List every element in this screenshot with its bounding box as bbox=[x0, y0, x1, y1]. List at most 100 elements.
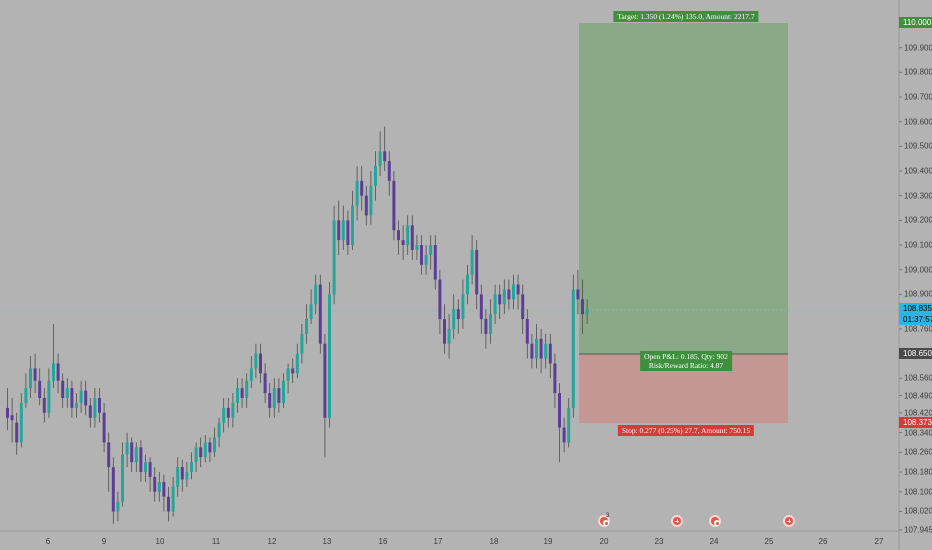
candle-body bbox=[581, 299, 584, 315]
y-tick-label: 109.400 bbox=[904, 166, 932, 176]
event-plus-icon-2[interactable] bbox=[783, 515, 795, 527]
x-tick-label: 16 bbox=[378, 537, 388, 546]
countdown-tag: 01:37:57 bbox=[899, 314, 932, 325]
candle-body bbox=[6, 407, 9, 418]
candle-body bbox=[222, 407, 226, 423]
candle-body bbox=[507, 289, 511, 300]
candle-body bbox=[153, 476, 157, 492]
x-tick-label: 6 bbox=[45, 537, 51, 546]
y-tick-label: 108.180 bbox=[904, 467, 932, 477]
event-dot-icon[interactable] bbox=[709, 515, 721, 527]
candle-body bbox=[378, 151, 382, 167]
y-tick-label: 108.100 bbox=[904, 487, 932, 497]
candle-body bbox=[75, 402, 78, 408]
candle-body bbox=[171, 486, 175, 512]
candle-body bbox=[199, 447, 203, 458]
candle-body bbox=[277, 388, 281, 403]
candle-body bbox=[535, 338, 538, 359]
y-tick-label: 109.800 bbox=[904, 67, 932, 77]
candle-body bbox=[121, 454, 124, 502]
stop-label: Stop: 0.277 (0.25%) 27.7, Amount: 750.15 bbox=[617, 425, 755, 436]
risk-reward-text: Risk/Reward Ratio: 4.87 bbox=[648, 361, 724, 370]
candle-body bbox=[15, 422, 19, 443]
event-plus-icon[interactable] bbox=[671, 515, 683, 527]
y-tick-label: 109.200 bbox=[904, 215, 932, 225]
candle-body bbox=[268, 393, 272, 408]
candle-body bbox=[498, 294, 502, 305]
y-tick-label: 108.900 bbox=[904, 289, 932, 299]
current-price-tag: 108.835 bbox=[899, 303, 932, 314]
y-tick-label: 108.340 bbox=[904, 428, 932, 438]
candle-body bbox=[84, 390, 88, 406]
candle-body bbox=[502, 289, 506, 305]
candle-body bbox=[567, 407, 571, 443]
candle-body bbox=[420, 245, 423, 265]
candle-body bbox=[24, 388, 28, 403]
y-tick-label: 108.260 bbox=[904, 447, 932, 457]
candle-body bbox=[429, 245, 433, 255]
candle-body bbox=[61, 380, 65, 399]
event-count-badge: 3 bbox=[606, 513, 610, 519]
candle-body bbox=[585, 309, 589, 315]
candle-body bbox=[456, 309, 460, 320]
candle-body bbox=[144, 462, 147, 473]
candle-body bbox=[387, 161, 391, 181]
entry-price-tag: 108.650 bbox=[899, 348, 932, 359]
candle-body bbox=[397, 230, 400, 241]
y-tick-label: 108.020 bbox=[904, 506, 932, 516]
candle-body bbox=[374, 166, 377, 186]
candle-body bbox=[305, 319, 308, 334]
candles-group bbox=[6, 126, 589, 524]
y-tick-label: 108.760 bbox=[904, 324, 932, 334]
candle-body bbox=[107, 442, 111, 468]
candle-body bbox=[79, 390, 83, 403]
candle-body bbox=[332, 220, 336, 295]
candle-body bbox=[318, 284, 322, 344]
candle-body bbox=[139, 447, 143, 473]
candle-body bbox=[157, 481, 161, 492]
candle-body bbox=[245, 380, 249, 399]
candle-body bbox=[47, 380, 51, 413]
candle-body bbox=[38, 380, 42, 399]
candle-body bbox=[410, 225, 414, 250]
candle-body bbox=[217, 422, 221, 438]
candle-body bbox=[19, 402, 23, 443]
x-tick-label: 11 bbox=[211, 537, 221, 546]
candle-body bbox=[10, 415, 14, 421]
candle-body bbox=[452, 309, 456, 329]
candle-body bbox=[52, 363, 55, 381]
open-pnl-text: Open P&L: 0.185, Qty: 902 bbox=[644, 352, 728, 361]
candle-body bbox=[383, 151, 387, 162]
stop-price-tag: 108.373 bbox=[899, 417, 932, 428]
y-tick-label: 108.490 bbox=[904, 391, 932, 401]
x-tick-label: 25 bbox=[764, 537, 774, 546]
candle-body bbox=[562, 427, 566, 443]
candle-body bbox=[525, 319, 529, 344]
candle-body bbox=[337, 220, 341, 241]
pnl-label: Open P&L: 0.185, Qty: 902 Risk/Reward Ra… bbox=[640, 351, 732, 371]
candle-body bbox=[401, 240, 405, 246]
candle-body bbox=[194, 447, 198, 463]
x-tick-label: 17 bbox=[433, 537, 443, 546]
candle-body bbox=[213, 437, 216, 453]
candle-body bbox=[125, 442, 129, 455]
candle-body bbox=[148, 462, 152, 477]
candle-body bbox=[314, 284, 318, 305]
event-flag-icon[interactable] bbox=[598, 515, 610, 527]
x-tick-label: 9 bbox=[101, 537, 107, 546]
candle-body bbox=[282, 380, 285, 403]
candle-body bbox=[512, 284, 515, 300]
candle-body bbox=[484, 319, 488, 334]
candle-body bbox=[272, 388, 276, 408]
candle-body bbox=[470, 249, 474, 275]
target-zone[interactable] bbox=[579, 23, 788, 354]
y-tick-label: 109.500 bbox=[904, 141, 932, 151]
candle-body bbox=[447, 328, 451, 344]
candle-body bbox=[558, 393, 561, 428]
candle-body bbox=[190, 462, 193, 473]
candle-body bbox=[185, 472, 189, 480]
candle-body bbox=[516, 284, 520, 295]
x-tick-label: 10 bbox=[155, 537, 165, 546]
y-tick-label: 109.700 bbox=[904, 92, 932, 102]
